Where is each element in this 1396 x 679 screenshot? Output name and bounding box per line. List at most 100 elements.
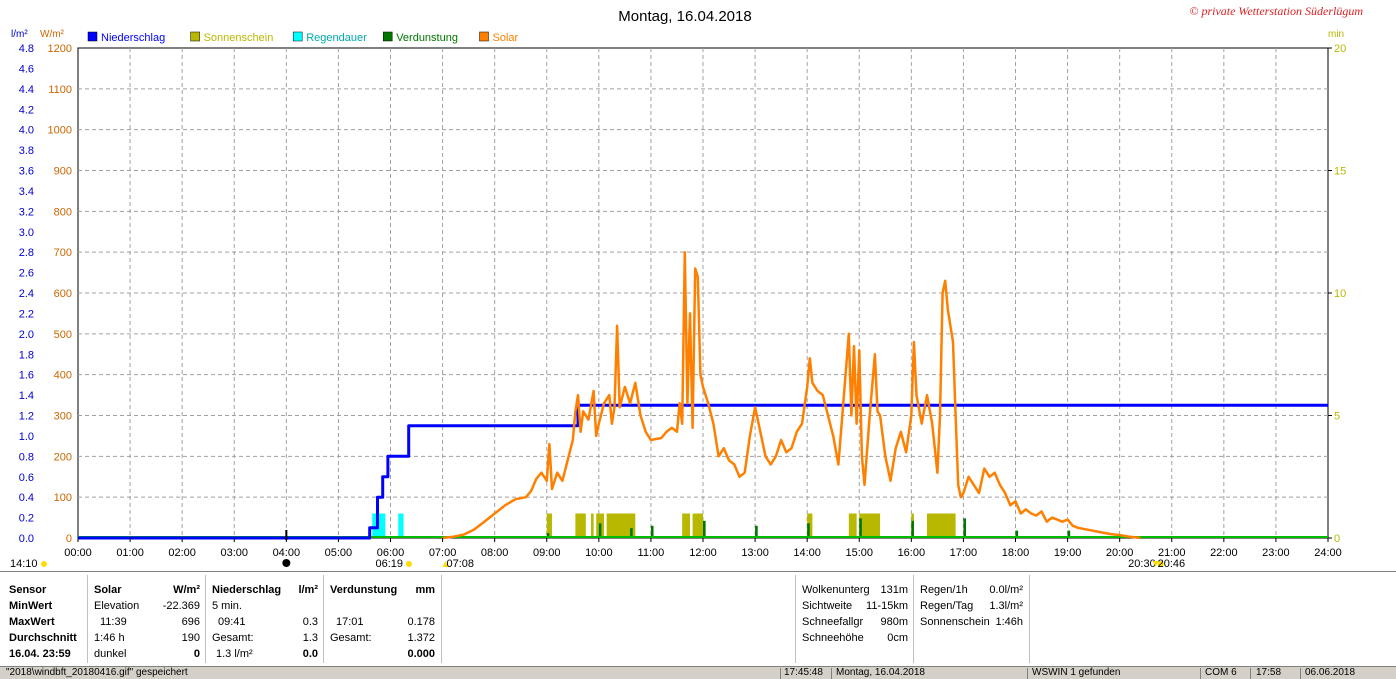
rain-label-1: 09:41 — [218, 616, 246, 628]
y-tick-label-solar: 900 — [54, 166, 72, 178]
bar-sonnenschein — [591, 513, 594, 538]
y-tick-label-solar: 600 — [54, 288, 72, 300]
status-bar: "2018\windbft_20180416.gif" gespeichert … — [0, 666, 1396, 679]
left-outer-unit: W/m² — [40, 29, 65, 40]
y-tick-label-minutes: 0 — [1334, 533, 1340, 545]
rain2-value-0: 0.0l/m² — [989, 584, 1023, 596]
legend-swatch — [292, 31, 303, 42]
chart-axes: 00:00 01:00 02:00 03:00 04:00 05:00 06:00 07:00… — [19, 43, 1347, 559]
rain2-value-2: 1:46h — [995, 616, 1023, 628]
evap-label-1: 17:01 — [336, 616, 364, 628]
status-divider — [1250, 668, 1251, 679]
status-clock: 17:58 — [1256, 667, 1282, 678]
rain-label-3: 1.3 l/m² — [216, 648, 253, 660]
solar-column: Solar W/m² Elevation -22.369 11:39 696 1:46… — [94, 582, 200, 662]
divider — [441, 575, 442, 663]
status-divider — [1027, 668, 1028, 679]
rain-label-2: Gesamt: — [212, 632, 254, 644]
y-tick-label-rain: 2.0 — [19, 329, 34, 341]
solar-value-2: 190 — [181, 632, 200, 644]
evap-column: Verdunstung mm 17:01 0.178 Gesamt: 1.372 0.… — [330, 582, 435, 662]
bar-regendauer — [398, 513, 404, 538]
y-tick-label-rain: 4.4 — [19, 84, 34, 96]
status-wswin: WSWIN 1 gefunden — [1032, 667, 1121, 678]
chart-grid — [77, 47, 1329, 539]
legend-label: Verdunstung — [396, 32, 458, 44]
bar-sonnenschein — [546, 513, 552, 538]
solar-label-2: 1:46 h — [94, 632, 125, 644]
y-tick-label-rain: 1.2 — [19, 411, 34, 423]
series-niederschlag — [78, 403, 1328, 540]
solar-label-0: Elevation — [94, 600, 140, 612]
sun-icon — [41, 561, 47, 567]
status-today: 06.06.2018 — [1305, 667, 1356, 678]
solar-value-0: -22.369 — [162, 600, 200, 612]
y-tick-label-minutes: 15 — [1334, 166, 1346, 178]
x-tick-label: 15:00 — [845, 547, 873, 559]
bar-sonnenschein — [692, 513, 703, 538]
watermark-text: © private Wetterstation Süderlügum — [1189, 4, 1363, 18]
y-tick-label-solar: 0 — [66, 533, 72, 545]
x-tick-label: 13:00 — [741, 547, 769, 559]
rain-header: Niederschlag — [212, 584, 282, 596]
y-tick-label-rain: 3.8 — [19, 145, 34, 157]
dawn-icon — [442, 561, 449, 567]
x-tick-label: 17:00 — [950, 547, 978, 559]
legend-swatch — [382, 31, 393, 42]
bar-verdunstung — [650, 525, 654, 538]
y-tick-label-rain: 2.2 — [19, 308, 34, 320]
y-tick-label-rain: 3.0 — [19, 227, 34, 239]
y-tick-label-rain: 3.4 — [19, 186, 34, 198]
y-tick-label-rain: 2.4 — [19, 288, 34, 300]
chart-title: Montag, 16.04.2018 — [618, 8, 751, 25]
y-tick-label-rain: 4.6 — [19, 63, 34, 75]
y-tick-label-rain: 1.0 — [19, 431, 34, 443]
evap-label-2: Gesamt: — [330, 632, 372, 644]
bar-sonnenschein — [682, 513, 690, 538]
sunrise-label: 06:19 — [375, 558, 403, 570]
sun-icon — [1157, 561, 1164, 567]
weather-column: Wolkenunterg 131m Sichtweite 11-15km Schne… — [802, 582, 908, 646]
divider — [1029, 575, 1030, 663]
x-tick-label: 22:00 — [1210, 547, 1238, 559]
stats-panel — [0, 571, 1396, 667]
solar-unit: W/m² — [173, 584, 200, 596]
y-tick-label-solar: 700 — [54, 247, 72, 259]
row-label-max: MaxWert — [9, 616, 55, 628]
y-tick-label-rain: 0.0 — [19, 533, 34, 545]
status-divider — [831, 668, 832, 679]
weather-value-1: 11-15km — [866, 600, 908, 612]
status-divider — [1200, 668, 1201, 679]
x-tick-label: 16:00 — [898, 547, 926, 559]
rain-value-1: 0.3 — [302, 616, 318, 628]
y-tick-label-solar: 400 — [54, 370, 72, 382]
rain-unit: l/m² — [298, 584, 318, 596]
status-divider — [1300, 668, 1301, 679]
status-divider — [780, 668, 781, 679]
y-tick-label-solar: 1100 — [48, 84, 72, 96]
x-tick-label: 06:00 — [377, 547, 405, 559]
legend-label: Sonnenschein — [204, 32, 274, 44]
y-tick-label-rain: 0.6 — [19, 472, 34, 484]
x-tick-label: 04:00 — [273, 547, 301, 559]
evap-value-3: 0.000 — [407, 648, 435, 660]
solar-label-1: 11:39 — [100, 616, 127, 628]
evap-unit: mm — [415, 584, 435, 596]
x-tick-label: 08:00 — [481, 547, 509, 559]
rain-value-2: 1.3 — [302, 632, 318, 644]
solar-label-3: dunkel — [94, 648, 127, 660]
x-tick-label: 19:00 — [1054, 547, 1082, 559]
y-tick-label-rain: 1.4 — [19, 390, 34, 402]
y-tick-label-minutes: 10 — [1334, 288, 1346, 300]
y-tick-label-rain: 0.2 — [19, 513, 34, 525]
solar-value-3: 0 — [193, 648, 200, 660]
moonrise-label: 14:10 — [10, 558, 38, 570]
x-tick-label: 18:00 — [1002, 547, 1030, 559]
y-tick-label-rain: 4.0 — [19, 125, 34, 137]
weather-chart: 00:00 01:00 02:00 03:00 04:00 05:00 06:00 07:00… — [10, 4, 1363, 570]
rain-value-3: 0.0 — [302, 648, 318, 660]
x-tick-label: 24:00 — [1314, 547, 1342, 559]
bar-verdunstung — [1015, 530, 1019, 538]
bar-verdunstung — [630, 528, 633, 538]
legend-label: Regendauer — [306, 32, 367, 44]
